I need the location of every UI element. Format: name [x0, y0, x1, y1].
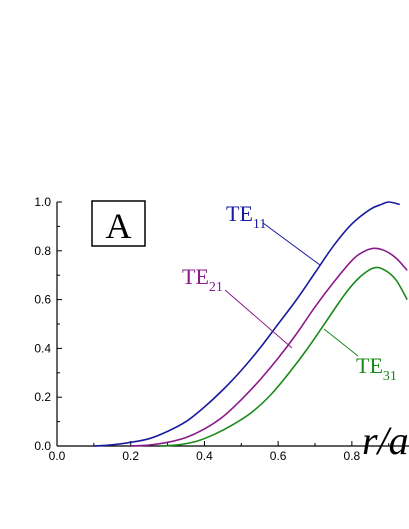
y-tick-label: 1.0: [34, 195, 51, 209]
x-ticks: 0.0 0.2 0.4 0.6 0.8: [49, 441, 390, 463]
series-label-te21-sub: 21: [209, 280, 223, 295]
series-line-te21: [130, 247, 408, 447]
panel-label: A: [106, 206, 132, 246]
y-ticks: 0.0 0.2 0.4 0.6 0.8 1.0: [34, 195, 62, 453]
y-tick-label: 0.6: [34, 293, 51, 307]
series-label-te21: TE21: [182, 264, 293, 349]
leader-line-te21: [224, 289, 293, 349]
series-label-te31: TE31: [323, 328, 397, 384]
series-label-te11-main: TE: [226, 201, 253, 226]
series-line-te31: [160, 266, 408, 447]
series-label-te11: TE11: [226, 201, 321, 266]
series-label-te21-main: TE: [182, 264, 209, 289]
x-tick-label: 0.8: [344, 449, 361, 463]
y-tick-label: 0.4: [34, 341, 51, 355]
y-tick-label: 0.0: [34, 439, 51, 453]
x-axis-label: r/a: [362, 418, 409, 463]
series-label-te31-sub: 31: [383, 369, 397, 384]
series-label-te31-main: TE: [356, 353, 383, 378]
series-layer: [93, 201, 408, 447]
y-tick-label: 0.2: [34, 390, 51, 404]
leader-line-te11: [262, 222, 321, 266]
leader-line-te31: [323, 328, 359, 357]
x-tick-label: 0.4: [196, 449, 213, 463]
y-tick-label: 0.8: [34, 244, 51, 258]
x-tick-label: 0.0: [49, 449, 66, 463]
svg-text:TE21: TE21: [182, 264, 223, 295]
x-tick-label: 0.6: [270, 449, 287, 463]
panel-label-box: [91, 200, 146, 247]
series-label-te11-sub: 11: [253, 217, 266, 232]
x-tick-label: 0.2: [122, 449, 139, 463]
svg-text:TE11: TE11: [226, 201, 266, 232]
series-line-te11: [93, 201, 400, 447]
svg-text:TE31: TE31: [356, 353, 397, 384]
